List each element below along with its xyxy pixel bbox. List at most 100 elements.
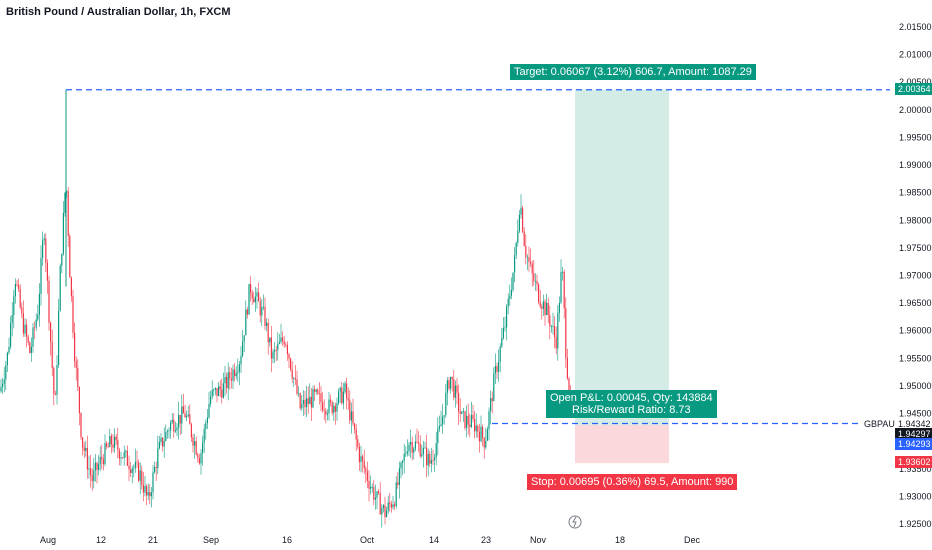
candle-body (386, 510, 388, 518)
x-tick-label: Sep (203, 535, 219, 545)
candle-body (515, 242, 517, 256)
candle-body (186, 415, 188, 418)
candle-body (438, 426, 440, 430)
candle-body (152, 472, 154, 493)
candle-body (75, 361, 77, 368)
candle-body (402, 460, 404, 463)
candle-body (374, 497, 376, 500)
target-zone[interactable] (575, 89, 669, 425)
candle-body (74, 332, 76, 362)
candle-body (197, 454, 199, 459)
stop-zone[interactable] (575, 424, 669, 464)
candle-body (296, 379, 298, 394)
price-tag: 2.00364 (895, 82, 932, 95)
y-tick-label: 1.95500 (899, 353, 932, 363)
candle-body (544, 301, 546, 316)
candle-body (421, 454, 423, 457)
candle-body (547, 302, 549, 316)
candle-body (458, 392, 460, 412)
candle-body (366, 471, 368, 481)
candle-body (216, 388, 218, 397)
candle-body (222, 383, 224, 398)
candle-body (194, 441, 196, 446)
candle-body (370, 486, 372, 489)
target-label: Target: 0.06067 (3.12%) 606.7, Amount: 1… (510, 64, 756, 80)
candle-body (26, 324, 28, 337)
candle-body (339, 387, 341, 392)
stop-label: Stop: 0.00695 (0.36%) 69.5, Amount: 990 (527, 474, 738, 490)
price-tag: 1.94297 (895, 428, 932, 440)
candle-body (238, 364, 240, 372)
candle-body (413, 448, 415, 453)
candle-body (408, 444, 410, 452)
y-tick-label: 1.97500 (899, 243, 932, 253)
candle-body (54, 394, 56, 396)
candle-body (384, 505, 386, 518)
candle-body (424, 447, 426, 449)
candle-body (120, 457, 122, 459)
y-tick-label: 1.93500 (899, 464, 932, 474)
candle-body (254, 296, 256, 303)
candle-body (77, 367, 79, 388)
candle-body (434, 457, 436, 461)
candle-body (248, 284, 250, 315)
candle-body (173, 419, 175, 432)
candle-body (350, 411, 352, 421)
candle-body (379, 493, 381, 515)
candle-body (363, 460, 365, 469)
candle-body (51, 341, 53, 369)
candle-body (27, 336, 29, 343)
y-tick-label: 1.93000 (899, 491, 932, 501)
candle-body (283, 340, 285, 345)
candle-body (162, 437, 164, 447)
candle-body (198, 458, 200, 464)
candle-body (514, 255, 516, 273)
y-tick-label: 1.98500 (899, 188, 932, 198)
candle-body (331, 402, 333, 413)
candle-body (48, 280, 50, 323)
candle-body (325, 410, 327, 415)
candle-body (565, 308, 567, 358)
candle-body (174, 430, 176, 432)
candle-body (373, 486, 375, 500)
candle-body (83, 447, 85, 451)
candle-body (354, 423, 356, 429)
y-tick-label: 1.98000 (899, 215, 932, 225)
candle-body (397, 482, 399, 485)
candle-body (72, 296, 74, 333)
candle-body (205, 423, 207, 429)
candle-body (181, 406, 183, 424)
candle-body (568, 378, 570, 395)
y-tick-label: 1.96000 (899, 326, 932, 336)
candle-body (98, 464, 100, 470)
candle-body (245, 309, 247, 336)
candle-body (528, 257, 530, 262)
candle-body (118, 450, 120, 459)
candle-body (326, 413, 328, 415)
candle-body (117, 440, 119, 451)
candle-body (445, 392, 447, 416)
replay-icon[interactable] (568, 515, 582, 529)
candle-body (270, 337, 272, 359)
candle-body (472, 414, 474, 420)
candle-body (562, 271, 564, 273)
candle-body (187, 414, 189, 416)
candle-body (467, 415, 469, 425)
candle-body (258, 292, 260, 302)
candle-body (134, 461, 136, 468)
candle-body (506, 306, 508, 328)
y-tick-label: 1.99500 (899, 132, 932, 142)
candle-body (6, 352, 8, 366)
candle-body (538, 284, 540, 302)
candle-body (314, 389, 316, 392)
candle-body (203, 428, 205, 443)
candle-body (155, 466, 157, 469)
candle-body (85, 448, 87, 451)
candle-body (416, 441, 418, 443)
candle-body (315, 389, 317, 392)
candle-body (59, 265, 61, 312)
candle-body (149, 491, 151, 497)
candle-body (176, 427, 178, 431)
candle-body (390, 504, 392, 508)
